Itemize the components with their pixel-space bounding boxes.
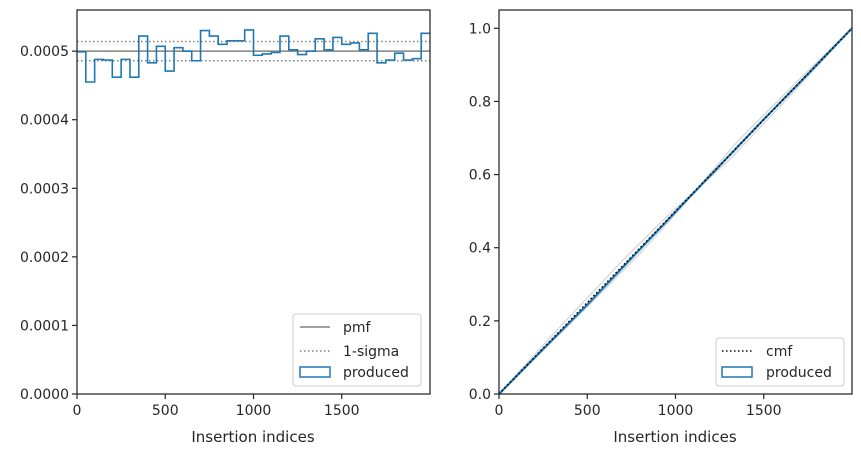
realization-line xyxy=(498,27,853,395)
pmf-x-axis-label: Insertion indices xyxy=(191,428,314,446)
pmf-x-tick-label: 1500 xyxy=(324,403,360,419)
realization-line xyxy=(498,27,853,395)
cmf-x-axis: 0 500 1000 1500 xyxy=(495,394,782,419)
pmf-legend-box xyxy=(292,313,422,387)
produced-cmf-line xyxy=(498,27,853,395)
cmf-legend: cmf produced xyxy=(715,337,845,387)
cmf-y-tick-label: 1.0 xyxy=(469,21,491,37)
cmf-y-axis: 0.0 0.2 0.4 0.6 0.8 1.0 xyxy=(469,21,499,403)
cmf-line xyxy=(498,27,853,395)
cmf-x-tick-label: 1500 xyxy=(746,403,782,419)
cmf-y-tick-label: 0.2 xyxy=(469,314,491,330)
pmf-legend-swatch-produced xyxy=(299,366,331,378)
cmf-legend-box xyxy=(715,337,845,387)
cmf-y-tick-label: 0.6 xyxy=(469,168,491,184)
cmf-x-tick-label: 500 xyxy=(574,403,601,419)
pmf-y-tick-label: 0.0005 xyxy=(20,44,69,60)
pmf-axes-frame xyxy=(76,9,431,395)
cmf-x-tick-label: 0 xyxy=(495,403,504,419)
cmf-y-tick-label: 0.4 xyxy=(469,241,491,257)
pmf-y-axis: 0.0000 0.0001 0.0002 0.0003 0.0004 0.0005 xyxy=(20,44,77,403)
pmf-legend-label-1-sigma: 1-sigma xyxy=(343,344,399,360)
pmf-legend-label-produced: produced xyxy=(343,365,409,381)
pmf-marks xyxy=(77,29,430,83)
cmf-marks xyxy=(498,27,853,395)
pmf-y-tick-label: 0.0001 xyxy=(20,318,69,334)
cmf-axes-frame xyxy=(498,9,853,395)
pmf-legend-label-pmf: pmf xyxy=(343,320,372,336)
produced-step-outline xyxy=(77,29,430,83)
cmf-x-axis-label: Insertion indices xyxy=(613,428,736,446)
cmf-y-tick-label: 0.0 xyxy=(469,387,491,403)
cmf-x-tick-label: 1000 xyxy=(658,403,694,419)
pmf-legend: pmf 1-sigma produced xyxy=(292,313,422,387)
cmf-y-tick-label: 0.8 xyxy=(469,94,491,110)
pmf-y-tick-label: 0.0003 xyxy=(20,181,69,197)
cmf-plot-background xyxy=(499,10,852,394)
pmf-y-tick-label: 0.0004 xyxy=(20,113,69,129)
pmf-y-tick-label: 0.0000 xyxy=(20,387,69,403)
pmf-x-axis: 0 500 1000 1500 xyxy=(73,394,360,419)
cmf-legend-label-cmf: cmf xyxy=(766,344,793,360)
pmf-x-tick-label: 1000 xyxy=(236,403,272,419)
cmf-legend-swatch-produced xyxy=(721,366,753,378)
pmf-x-tick-label: 500 xyxy=(152,403,179,419)
cmf-panel: 0.0 0.2 0.4 0.6 0.8 1.0 0 500 1000 1500 Insertio… xyxy=(469,9,853,446)
pmf-x-tick-label: 0 xyxy=(73,403,82,419)
cmf-legend-label-produced: produced xyxy=(766,365,832,381)
pmf-y-tick-label: 0.0002 xyxy=(20,250,69,266)
pmf-panel: 0.0000 0.0001 0.0002 0.0003 0.0004 0.0005 0 50… xyxy=(20,9,431,446)
